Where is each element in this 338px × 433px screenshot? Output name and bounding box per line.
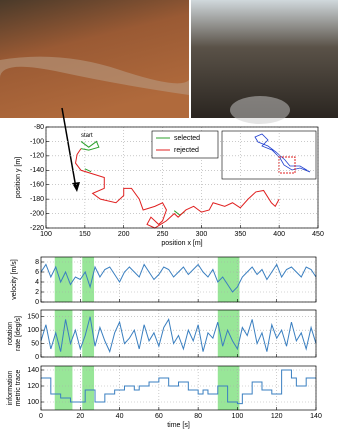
- y-tick-label: 0: [35, 354, 39, 361]
- y-axis-label: velocity [m/s]: [11, 259, 18, 300]
- highlight-span: [54, 366, 73, 410]
- trail: [0, 56, 189, 95]
- x-tick-label: 250: [157, 231, 169, 238]
- y-tick-label: 2: [35, 289, 39, 296]
- x-tick-label: 60: [155, 413, 163, 420]
- y-axis-label: information: [7, 371, 14, 406]
- x-tick-label: 80: [194, 413, 202, 420]
- x-tick-label: 120: [271, 413, 283, 420]
- x-axis-label: position x [m]: [161, 240, 202, 247]
- y-tick-label: 100: [27, 327, 39, 334]
- x-tick-label: 350: [234, 231, 246, 238]
- y-tick-label: 0: [35, 299, 39, 306]
- y-tick-label: -100: [30, 138, 44, 145]
- highlight-span: [82, 310, 95, 357]
- inset: [221, 130, 317, 180]
- legend-label: selected: [174, 135, 200, 142]
- x-axis-label: time [s]: [167, 422, 190, 429]
- y-tick-label: 100: [27, 399, 39, 406]
- y-tick-label: -80: [34, 124, 44, 131]
- x-tick-label: 300: [196, 231, 208, 238]
- legend-box: [151, 130, 219, 159]
- y-tick-label: -140: [30, 167, 44, 174]
- arrow: [61, 107, 77, 189]
- plot-frame: [40, 309, 317, 358]
- x-tick-label: 40: [116, 413, 124, 420]
- series-line: [40, 263, 317, 293]
- x-tick-label: 200: [118, 231, 130, 238]
- y-tick-label: 150: [27, 314, 39, 321]
- highlight-span: [217, 310, 240, 357]
- x-tick-label: 150: [79, 231, 91, 238]
- y-tick-label: 50: [31, 340, 39, 347]
- plot-frame: [40, 256, 317, 303]
- y-axis-label: position y [m]: [15, 157, 22, 198]
- x-tick-label: 100: [40, 231, 52, 238]
- inset-trajectory: [254, 133, 311, 173]
- x-tick-label: 140: [310, 413, 322, 420]
- y-tick-label: -220: [30, 225, 44, 232]
- y-tick-label: -120: [30, 153, 44, 160]
- y-tick-label: 120: [27, 383, 39, 390]
- x-tick-label: 20: [76, 413, 84, 420]
- highlight-span: [217, 257, 240, 302]
- handlebar: [230, 96, 290, 124]
- x-tick-label: 0: [39, 413, 43, 420]
- y-axis-label: rate [deg/s]: [15, 316, 22, 351]
- series-line: [40, 316, 317, 354]
- highlight-span: [217, 366, 240, 410]
- legend-label: rejected: [174, 147, 199, 154]
- annotation: start: [81, 133, 93, 139]
- arrow-head: [72, 182, 80, 192]
- y-tick-label: 8: [35, 259, 39, 266]
- y-tick-label: 140: [27, 367, 39, 374]
- y-axis-label: metric trace: [15, 370, 22, 407]
- series-line: [75, 148, 280, 229]
- y-axis-label: rotation: [7, 322, 14, 345]
- inset-box: [278, 156, 296, 174]
- series-line: [41, 369, 316, 405]
- plot-frame: [45, 126, 319, 229]
- x-tick-label: 100: [232, 413, 244, 420]
- highlight-span: [82, 366, 95, 410]
- x-tick-label: 400: [273, 231, 285, 238]
- highlight-span: [54, 257, 73, 302]
- y-tick-label: 6: [35, 269, 39, 276]
- y-tick-label: -200: [30, 210, 44, 217]
- x-tick-label: 450: [312, 231, 324, 238]
- plot-frame: [40, 365, 317, 411]
- y-tick-label: -160: [30, 182, 44, 189]
- y-tick-label: -180: [30, 196, 44, 203]
- y-tick-label: 4: [35, 279, 39, 286]
